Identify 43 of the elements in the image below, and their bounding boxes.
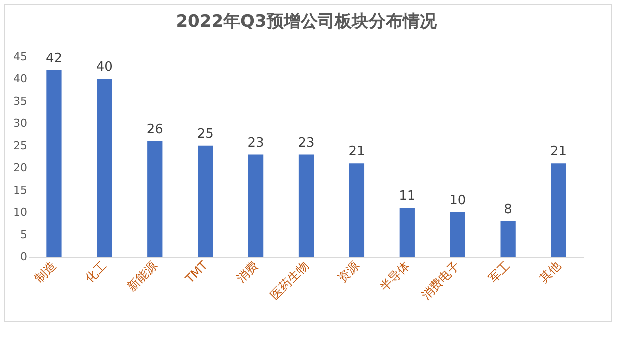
x-tick-label: 制造 (32, 258, 60, 286)
data-label: 8 (504, 202, 512, 218)
bar (148, 141, 163, 257)
bar (551, 164, 566, 257)
bar (97, 79, 112, 257)
bar (349, 164, 365, 257)
data-label: 23 (298, 136, 315, 151)
x-tick-label: 医药生物 (268, 258, 312, 302)
data-label: 23 (248, 136, 264, 151)
data-label: 26 (146, 122, 164, 138)
y-tick-label: 30 (14, 117, 28, 130)
y-tick-label: 10 (14, 206, 28, 220)
data-label: 21 (348, 144, 366, 160)
bar (500, 221, 516, 257)
y-tick-label: 45 (14, 50, 28, 64)
y-tick-label: 40 (14, 72, 28, 86)
x-tick-label: 消费电子 (418, 258, 463, 302)
y-tick-label: 15 (14, 184, 28, 197)
bar (298, 154, 314, 257)
bar (198, 146, 214, 257)
data-label: 42 (46, 51, 62, 66)
x-tick-label: 其他 (536, 258, 564, 286)
data-label: 40 (96, 60, 113, 76)
data-label: 10 (450, 194, 466, 209)
data-label: 25 (197, 126, 214, 142)
x-tick-label: 半导体 (377, 258, 412, 294)
bar (248, 154, 264, 257)
x-tick-label: 资源 (335, 258, 362, 286)
y-tick-label: 5 (20, 228, 28, 242)
y-tick-label: 0 (20, 250, 28, 264)
x-tick-label: 新能源 (124, 258, 160, 294)
y-tick-label: 25 (14, 139, 28, 152)
data-label: 11 (399, 189, 416, 204)
y-tick-label: 20 (14, 162, 28, 175)
x-tick-label: 军工 (486, 258, 514, 286)
bar (46, 70, 62, 257)
data-label: 21 (550, 144, 568, 160)
x-tick-label: 化工 (82, 258, 110, 286)
x-tick-label: 消费 (234, 258, 261, 286)
chart-title: 2022年Q3预增公司板块分布情况 (176, 12, 438, 32)
bar (450, 212, 466, 257)
bar (400, 208, 415, 257)
y-tick-label: 35 (14, 94, 28, 108)
